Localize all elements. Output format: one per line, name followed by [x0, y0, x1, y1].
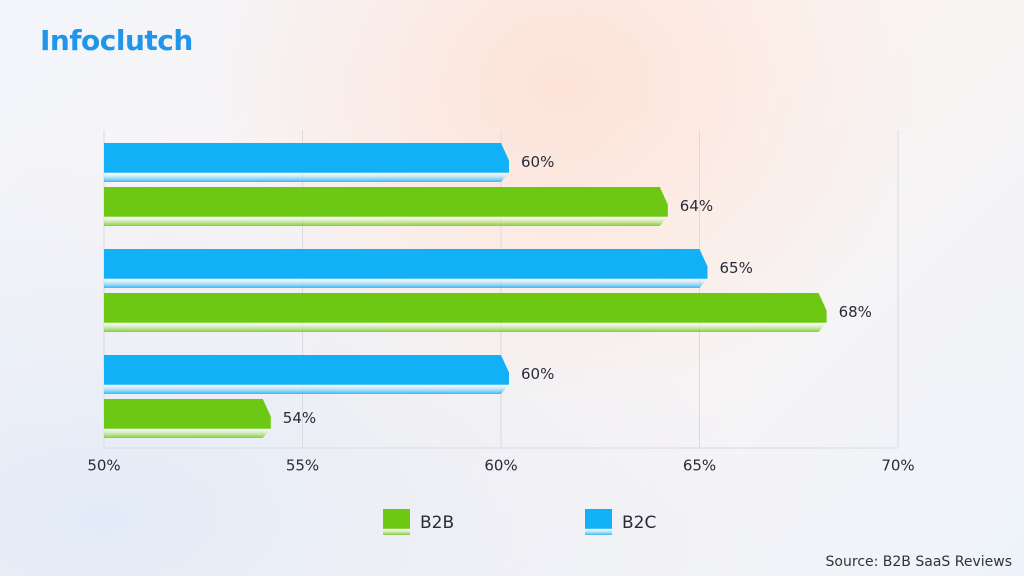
legend-label: B2B	[420, 513, 454, 533]
bar	[104, 399, 271, 438]
value-label: 54%	[283, 409, 316, 427]
x-tick-label: 70%	[881, 457, 914, 475]
bar	[104, 249, 708, 288]
source: Source: B2B SaaS Reviews	[826, 554, 1012, 570]
bar	[104, 187, 668, 226]
value-label: 64%	[680, 197, 713, 215]
value-label: 68%	[839, 303, 872, 321]
logo: Infoclutch	[40, 24, 193, 57]
x-tick-label: 55%	[286, 457, 319, 475]
legend-swatch	[585, 509, 612, 535]
legend-label: B2C	[622, 513, 656, 533]
x-tick-label: 60%	[484, 457, 517, 475]
value-label: 65%	[720, 259, 753, 277]
x-tick-label: 50%	[87, 457, 120, 475]
value-label: 60%	[521, 365, 554, 383]
legend-swatch	[383, 509, 410, 535]
bar	[104, 143, 509, 182]
x-tick-label: 65%	[683, 457, 716, 475]
bar	[104, 355, 509, 394]
bar	[104, 293, 827, 332]
value-label: 60%	[521, 153, 554, 171]
